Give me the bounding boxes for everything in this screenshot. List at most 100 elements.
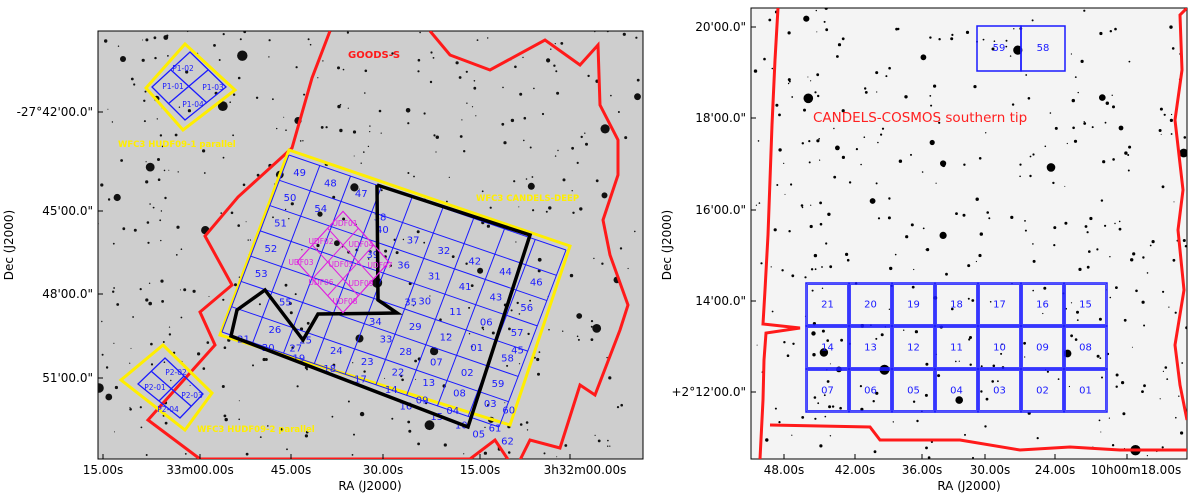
star bbox=[105, 393, 113, 401]
star bbox=[458, 76, 462, 79]
star bbox=[800, 204, 804, 207]
star bbox=[969, 363, 972, 366]
star bbox=[380, 189, 383, 192]
star bbox=[339, 103, 342, 106]
deep-tile-label: 49 bbox=[293, 168, 306, 179]
star bbox=[113, 193, 121, 202]
star bbox=[525, 178, 528, 180]
star bbox=[812, 353, 816, 357]
left-panel: 49 48 47 50 54 40 37 32 42 44 46 51 39 36 31 41 43 56 52 30… bbox=[2, 30, 644, 493]
star bbox=[364, 69, 368, 73]
star bbox=[1053, 244, 1056, 247]
star bbox=[129, 362, 131, 364]
cosmos-tile-inner bbox=[1022, 370, 1063, 411]
star bbox=[955, 360, 957, 363]
star bbox=[355, 223, 357, 225]
star bbox=[1162, 290, 1165, 293]
star bbox=[1143, 324, 1146, 327]
x-tick-label: 3h32m00.00s bbox=[544, 463, 627, 477]
cosmos-tile-label: 13 bbox=[864, 343, 877, 354]
star bbox=[546, 58, 551, 63]
star bbox=[295, 66, 298, 69]
star bbox=[571, 146, 574, 150]
tile-label: 58 bbox=[1037, 43, 1050, 54]
star bbox=[1086, 265, 1090, 269]
star bbox=[238, 276, 241, 278]
star bbox=[516, 301, 519, 305]
star bbox=[407, 172, 410, 174]
star bbox=[916, 419, 919, 423]
goods-s-label: GOODS-S bbox=[348, 50, 400, 61]
star bbox=[149, 203, 151, 205]
star bbox=[808, 140, 811, 143]
star bbox=[234, 283, 237, 287]
star bbox=[178, 106, 181, 108]
star bbox=[1043, 286, 1047, 290]
cosmos-tile-inner bbox=[936, 284, 977, 325]
star bbox=[526, 429, 529, 431]
star bbox=[98, 223, 99, 225]
star bbox=[840, 338, 843, 342]
star bbox=[1001, 343, 1003, 346]
star bbox=[1024, 229, 1027, 232]
star bbox=[550, 48, 552, 50]
star bbox=[407, 420, 411, 424]
star bbox=[595, 179, 599, 183]
star bbox=[554, 155, 557, 157]
star bbox=[787, 31, 791, 35]
cosmos-tile-label: 02 bbox=[1036, 386, 1049, 397]
star bbox=[979, 232, 983, 236]
star bbox=[1111, 444, 1115, 447]
star bbox=[801, 142, 804, 145]
star bbox=[159, 219, 162, 222]
star bbox=[430, 51, 433, 54]
star bbox=[895, 27, 898, 31]
star bbox=[1184, 245, 1187, 248]
star bbox=[1032, 289, 1034, 292]
star bbox=[828, 405, 832, 409]
star bbox=[823, 394, 826, 397]
star bbox=[819, 444, 823, 448]
star bbox=[829, 265, 833, 269]
deep-tile-label: 42 bbox=[468, 257, 481, 268]
right-x-axis-label: RA (J2000) bbox=[937, 479, 1000, 493]
y-tick-label: 16'00.0" bbox=[695, 203, 746, 217]
star bbox=[607, 445, 609, 447]
star bbox=[1173, 201, 1175, 203]
p2-tile-label: P2-02 bbox=[165, 368, 187, 377]
deep-tile-label: 38 bbox=[374, 213, 387, 224]
star bbox=[258, 303, 261, 306]
deep-grid-line bbox=[260, 230, 538, 327]
star bbox=[1159, 398, 1161, 400]
p1-tile-label: P1-01 bbox=[162, 82, 184, 91]
star bbox=[624, 136, 628, 140]
star bbox=[1053, 226, 1057, 230]
star bbox=[597, 439, 601, 443]
star bbox=[880, 133, 883, 136]
star bbox=[471, 106, 474, 108]
star bbox=[435, 135, 439, 139]
star bbox=[1102, 160, 1106, 164]
star bbox=[975, 197, 979, 201]
star bbox=[829, 435, 832, 437]
cosmos-tile-label: 04 bbox=[950, 386, 963, 397]
star bbox=[929, 95, 932, 97]
star bbox=[792, 342, 795, 345]
star bbox=[536, 357, 540, 362]
star bbox=[139, 406, 142, 409]
star bbox=[367, 258, 370, 260]
star bbox=[237, 76, 241, 80]
star bbox=[161, 300, 165, 303]
star bbox=[1005, 39, 1008, 42]
star bbox=[1019, 175, 1021, 178]
star bbox=[1054, 126, 1058, 130]
star bbox=[986, 211, 989, 214]
star bbox=[1096, 354, 1100, 358]
star bbox=[107, 198, 111, 201]
star bbox=[984, 425, 987, 428]
star bbox=[220, 212, 222, 214]
star bbox=[771, 310, 774, 313]
deep-tile-label: 27 bbox=[289, 344, 302, 355]
star bbox=[129, 408, 132, 411]
